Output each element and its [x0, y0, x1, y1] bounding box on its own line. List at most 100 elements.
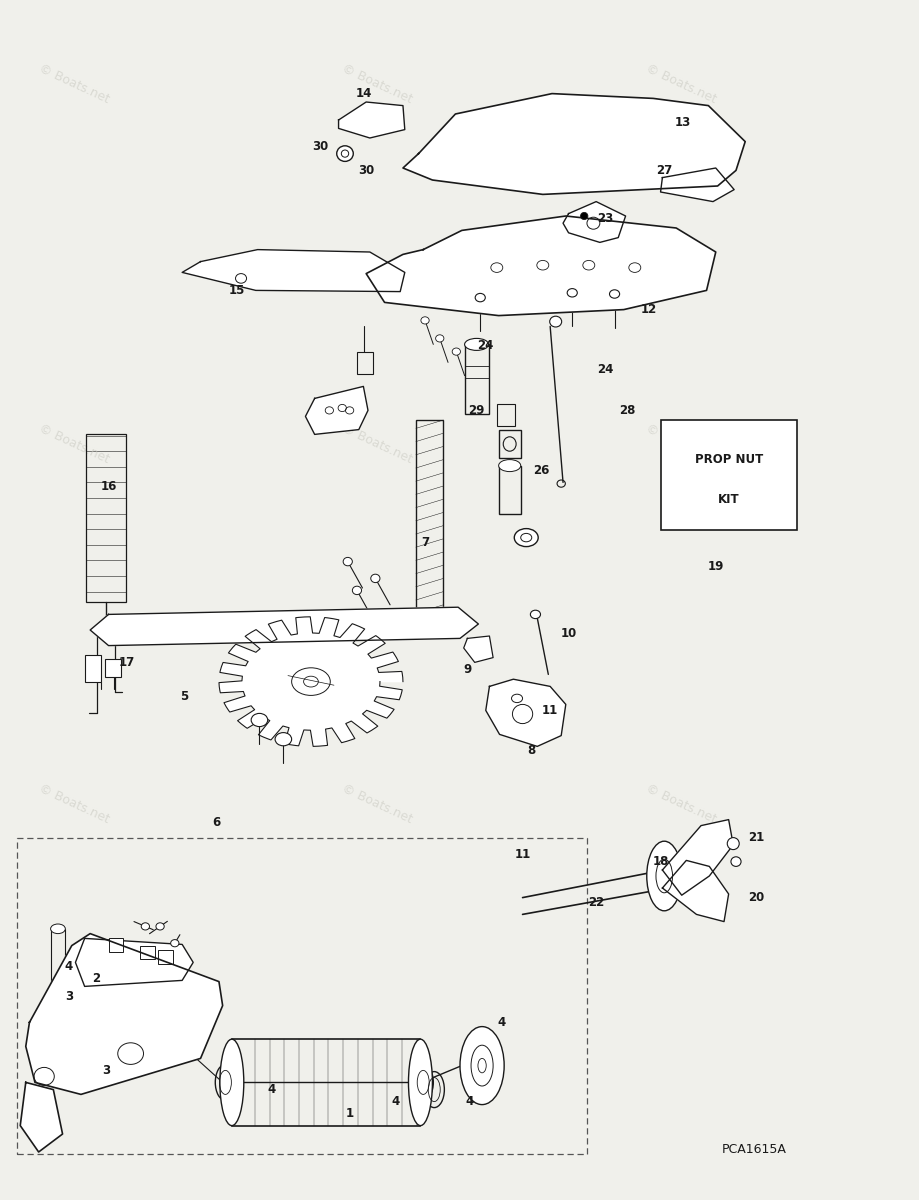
Ellipse shape [352, 586, 361, 594]
Text: © Boats.net: © Boats.net [642, 62, 718, 106]
Ellipse shape [343, 557, 352, 565]
Bar [79, 1018, 96, 1032]
Ellipse shape [731, 857, 741, 866]
Text: 3: 3 [102, 1064, 109, 1076]
Text: 1: 1 [346, 1108, 353, 1120]
Ellipse shape [580, 212, 587, 220]
Text: © Boats.net: © Boats.net [339, 782, 414, 826]
Text: 11: 11 [541, 704, 558, 716]
Ellipse shape [156, 923, 164, 930]
Text: PROP NUT: PROP NUT [694, 454, 762, 467]
Bar [498, 430, 520, 458]
Bar [140, 946, 154, 959]
Text: 28: 28 [618, 404, 635, 416]
Ellipse shape [609, 289, 619, 298]
Text: 8: 8 [528, 744, 535, 756]
Text: KIT: KIT [717, 493, 739, 506]
Ellipse shape [550, 316, 561, 326]
Bar [660, 420, 796, 530]
Bar [415, 420, 443, 634]
Text: PCA1615A: PCA1615A [721, 1144, 786, 1156]
Text: 24: 24 [596, 364, 613, 376]
Ellipse shape [220, 1039, 244, 1126]
Polygon shape [182, 250, 404, 292]
Bar [158, 950, 173, 964]
Ellipse shape [436, 335, 444, 342]
Polygon shape [305, 386, 368, 434]
Polygon shape [662, 820, 732, 895]
Text: © Boats.net: © Boats.net [642, 422, 718, 466]
Ellipse shape [51, 924, 65, 934]
Polygon shape [660, 168, 733, 202]
Ellipse shape [452, 348, 460, 355]
Polygon shape [366, 216, 715, 316]
Text: 15: 15 [229, 284, 245, 296]
Ellipse shape [566, 288, 577, 296]
Text: 14: 14 [355, 88, 371, 100]
Polygon shape [662, 860, 728, 922]
Text: 9: 9 [463, 664, 471, 676]
Text: © Boats.net: © Boats.net [36, 422, 111, 466]
Ellipse shape [505, 689, 528, 708]
Bar [85, 655, 101, 682]
Text: © Boats.net: © Boats.net [642, 782, 718, 826]
Text: 3: 3 [65, 990, 73, 1002]
Ellipse shape [251, 713, 267, 726]
Bar [498, 466, 520, 514]
Bar [85, 434, 126, 602]
Text: 13: 13 [674, 116, 690, 128]
Ellipse shape [514, 528, 538, 546]
Ellipse shape [530, 610, 540, 619]
Text: 23: 23 [596, 212, 613, 224]
Text: 12: 12 [640, 304, 656, 316]
Text: 11: 11 [514, 848, 530, 860]
Bar [464, 344, 488, 414]
Text: 2: 2 [93, 972, 100, 984]
Ellipse shape [475, 293, 485, 302]
Text: 30: 30 [312, 140, 328, 152]
Bar [496, 404, 515, 426]
Text: 6: 6 [212, 816, 220, 828]
Text: 18: 18 [652, 856, 668, 868]
Bar [81, 988, 94, 1008]
Text: 17: 17 [119, 656, 135, 668]
Text: 27: 27 [655, 164, 672, 176]
Text: © Boats.net: © Boats.net [339, 422, 414, 466]
Bar [108, 938, 123, 952]
Ellipse shape [726, 838, 739, 850]
Text: 4: 4 [65, 960, 73, 972]
Ellipse shape [460, 1026, 504, 1104]
Polygon shape [26, 934, 222, 1094]
Ellipse shape [464, 338, 488, 350]
Text: 7: 7 [421, 536, 428, 548]
Ellipse shape [421, 317, 428, 324]
Text: 5: 5 [180, 690, 187, 702]
Polygon shape [403, 94, 744, 194]
Polygon shape [485, 679, 565, 746]
Bar [357, 352, 372, 374]
Ellipse shape [171, 940, 178, 947]
Text: © Boats.net: © Boats.net [339, 62, 414, 106]
Bar [51, 929, 65, 982]
Polygon shape [562, 202, 625, 242]
Bar [85, 958, 105, 982]
Text: 19: 19 [707, 560, 723, 572]
Ellipse shape [646, 841, 681, 911]
Ellipse shape [275, 732, 291, 745]
Text: 22: 22 [587, 896, 604, 908]
Polygon shape [219, 617, 403, 746]
Polygon shape [20, 1082, 62, 1152]
Text: 10: 10 [560, 628, 576, 640]
Ellipse shape [370, 574, 380, 582]
Polygon shape [338, 102, 404, 138]
Text: 16: 16 [100, 480, 117, 492]
Ellipse shape [336, 145, 353, 161]
Text: © Boats.net: © Boats.net [36, 62, 111, 106]
Bar [232, 1039, 420, 1126]
Text: 4: 4 [267, 1084, 275, 1096]
Text: 26: 26 [532, 464, 549, 476]
Text: 29: 29 [468, 404, 484, 416]
Bar [105, 659, 121, 677]
Text: 4: 4 [391, 1096, 399, 1108]
Text: 24: 24 [477, 340, 494, 352]
